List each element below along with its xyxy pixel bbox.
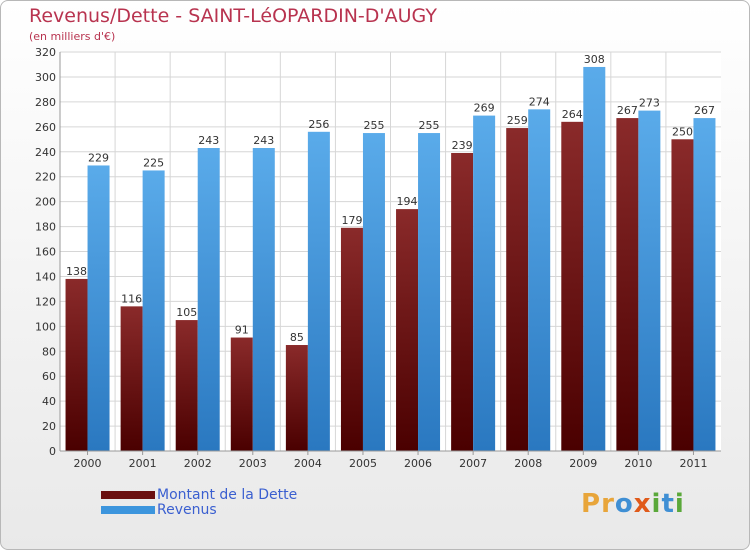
bar-dette-2009 [561,121,584,451]
bar-dette-2011 [671,139,694,451]
bar-dette-2000 [65,278,88,451]
y-tick-label-240: 240 [35,146,56,159]
x-tick-label-2003: 2003 [239,457,267,470]
bar-revenus-2001 [142,170,165,451]
data-label-revenus-2011: 267 [694,104,715,117]
bar-dette-2006 [396,209,419,451]
legend-swatch-dette [101,490,155,499]
data-label-dette-2004: 85 [290,331,304,344]
y-tick-label-120: 120 [35,295,56,308]
data-label-dette-2010: 267 [617,104,638,117]
legend-label-revenus: Revenus [157,501,217,518]
data-label-dette-2000: 138 [66,265,87,278]
logo-letter-3: x [633,489,652,519]
bar-dette-2002 [175,320,198,451]
bar-revenus-2000 [87,165,110,451]
x-tick-label-2005: 2005 [349,457,377,470]
y-tick-label-180: 180 [35,221,56,234]
legend-swatch-revenus [101,505,155,514]
legend-item-revenus: Revenus [101,501,297,518]
x-tick-label-2008: 2008 [514,457,542,470]
data-label-dette-2006: 194 [397,195,418,208]
bar-dette-2001 [120,306,143,451]
x-tick-label-2002: 2002 [184,457,212,470]
data-label-revenus-2009: 308 [584,53,605,66]
y-tick-label-60: 60 [42,370,56,383]
logo-letter-4: i [651,489,662,519]
bar-revenus-2004 [307,131,330,452]
x-tick-label-2006: 2006 [404,457,432,470]
y-tick-label-100: 100 [35,320,56,333]
bar-revenus-2011 [693,118,716,451]
y-tick-label-320: 320 [35,46,56,59]
x-tick-label-2001: 2001 [129,457,157,470]
bar-revenus-2009 [583,66,606,452]
data-label-dette-2008: 259 [507,114,528,127]
logo-letter-0: P [581,489,602,519]
y-tick-label-280: 280 [35,96,56,109]
data-label-dette-2001: 116 [121,292,142,305]
y-tick-label-20: 20 [42,420,56,433]
data-label-dette-2003: 91 [235,324,249,337]
y-tick-label-80: 80 [42,345,56,358]
proxiti-logo: Proxiti [581,489,685,519]
bar-dette-2003 [230,337,253,451]
x-tick-label-2011: 2011 [679,457,707,470]
logo-letter-2: o [614,489,634,519]
chart-title: Revenus/Dette - SAINT-LéOPARDIN-D'AUGY [29,5,437,27]
data-label-revenus-2005: 255 [363,119,384,132]
bar-revenus-2002 [197,148,220,451]
data-label-revenus-2003: 243 [253,134,274,147]
x-tick-label-2000: 2000 [74,457,102,470]
x-tick-label-2009: 2009 [569,457,597,470]
bar-revenus-2003 [252,148,275,451]
y-tick-label-140: 140 [35,270,56,283]
y-tick-label-0: 0 [49,445,56,458]
data-label-dette-2002: 105 [176,306,197,319]
x-tick-label-2010: 2010 [624,457,652,470]
legend-item-dette: Montant de la Dette [101,486,298,503]
legend: Montant de la Dette Revenus [101,486,298,518]
data-label-revenus-2001: 225 [143,156,164,169]
data-label-revenus-2008: 274 [529,95,550,108]
bar-dette-2008 [506,128,529,451]
data-label-revenus-2007: 269 [474,102,495,115]
legend-label-dette: Montant de la Dette [157,486,298,503]
bar-revenus-2010 [638,110,661,452]
chart-subtitle: (en milliers d'€) [29,30,116,43]
x-tick-label-2007: 2007 [459,457,487,470]
data-label-revenus-2004: 256 [308,118,329,131]
data-label-revenus-2000: 229 [88,151,109,164]
data-label-dette-2007: 239 [452,139,473,152]
y-tick-label-300: 300 [35,71,56,84]
y-tick-label-160: 160 [35,246,56,259]
data-label-revenus-2006: 255 [419,119,440,132]
data-label-dette-2009: 264 [562,108,583,121]
data-label-dette-2005: 179 [341,214,362,227]
logo-letter-5: t [661,489,675,519]
data-label-revenus-2002: 243 [198,134,219,147]
bar-revenus-2005 [362,133,385,451]
data-label-revenus-2010: 273 [639,97,660,110]
bar-dette-2010 [616,118,639,451]
bar-revenus-2008 [528,109,551,451]
logo-letter-1: r [601,489,615,519]
x-tick-label-2004: 2004 [294,457,322,470]
bar-dette-2005 [340,227,363,451]
bar-dette-2004 [285,345,308,451]
bar-revenus-2007 [473,115,496,451]
y-tick-label-40: 40 [42,395,56,408]
bar-revenus-2006 [418,133,441,451]
y-tick-label-260: 260 [35,121,56,134]
data-label-dette-2011: 250 [672,125,693,138]
bar-dette-2007 [451,152,474,451]
y-tick-label-200: 200 [35,196,56,209]
y-tick-label-220: 220 [35,171,56,184]
logo-letter-6: i [674,489,685,519]
